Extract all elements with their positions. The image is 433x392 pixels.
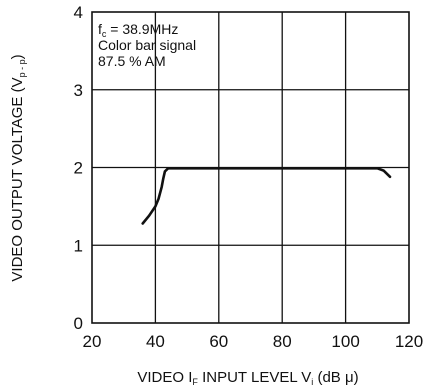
x-tick-label: 120	[395, 332, 423, 351]
x-tick-label: 40	[146, 332, 165, 351]
x-tick-labels: 20 40 60 80 100 120	[83, 332, 424, 351]
x-tick-label: 20	[83, 332, 102, 351]
y-tick-label: 1	[74, 236, 83, 255]
annotation-line-3: 87.5 % AM	[98, 53, 166, 69]
x-tick-label: 100	[331, 332, 359, 351]
y-tick-labels: 0 1 2 3 4	[74, 3, 83, 333]
x-tick-label: 60	[209, 332, 228, 351]
x-axis-label: VIDEO IF INPUT LEVEL Vi (dB μ)	[137, 369, 358, 387]
annotation-line-1: fc = 38.9MHz	[98, 21, 178, 39]
annotation-line-2: Color bar signal	[98, 37, 196, 53]
y-axis-label: VIDEO OUTPUT VOLTAGE (Vp - p)	[9, 54, 27, 281]
series-line	[141, 167, 392, 225]
plot-frame	[91, 11, 410, 324]
y-tick-label: 0	[74, 314, 83, 333]
y-tick-label: 2	[74, 159, 83, 178]
y-tick-label: 4	[74, 3, 83, 22]
y-tick-label: 3	[74, 81, 83, 100]
x-tick-label: 80	[273, 332, 292, 351]
